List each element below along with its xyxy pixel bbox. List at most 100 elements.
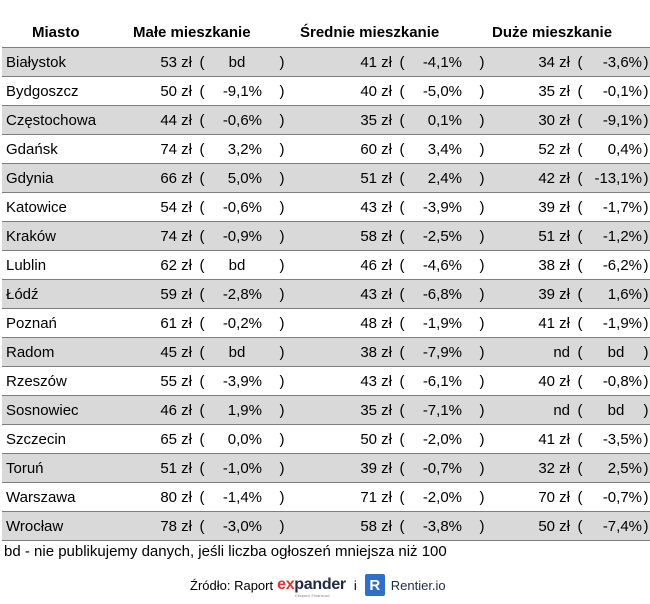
cell-large-paren-close: ) xyxy=(642,221,650,251)
cell-small-paren-open: ( xyxy=(192,76,212,106)
cell-city: Poznań xyxy=(2,308,126,338)
cell-medium-paren-open: ( xyxy=(392,482,412,512)
cell-small-price: 50 zł xyxy=(126,76,192,106)
cell-small-paren-close: ) xyxy=(262,308,302,338)
cell-small-price: 74 zł xyxy=(126,134,192,164)
table-row: Wrocław 78 zł(-3,0%) 58 zł(-3,8%) 50 zł(-7,… xyxy=(2,511,650,541)
table-row: Poznań 61 zł(-0,2%) 48 zł(-1,9%) 41 zł(-1,9… xyxy=(2,308,650,338)
cell-small-change: bd xyxy=(212,337,262,367)
cell-small-change: 1,9% xyxy=(212,395,262,425)
cell-medium-change: -3,8% xyxy=(412,511,462,541)
cell-medium-change: -0,7% xyxy=(412,453,462,483)
cell-small-paren-open: ( xyxy=(192,395,212,425)
cell-small-paren-close: ) xyxy=(262,250,302,280)
cell-small-paren-open: ( xyxy=(192,105,212,135)
cell-small-price: 74 zł xyxy=(126,221,192,251)
rentier-logo-icon: R xyxy=(364,574,385,596)
cell-medium-paren-open: ( xyxy=(392,105,412,135)
cell-city: Białystok xyxy=(2,47,126,77)
cell-large-price: 32 zł xyxy=(502,453,570,483)
cell-medium-price: 41 zł xyxy=(302,47,392,77)
table-row: Sosnowiec 46 zł(1,9%) 35 zł(-7,1%) nd(bd) xyxy=(2,395,650,425)
table-row: Lublin 62 zł(bd) 46 zł(-4,6%) 38 zł(-6,2%) xyxy=(2,250,650,280)
cell-medium-paren-open: ( xyxy=(392,395,412,425)
cell-medium-change: -6,1% xyxy=(412,366,462,396)
header-city: Miasto xyxy=(32,24,80,41)
cell-small-price: 54 zł xyxy=(126,192,192,222)
cell-large-paren-open: ( xyxy=(570,453,590,483)
cell-medium-paren-close: ) xyxy=(462,134,502,164)
expander-logo-rest: pander xyxy=(294,576,346,593)
cell-medium-change: -2,5% xyxy=(412,221,462,251)
cell-small-price: 78 zł xyxy=(126,511,192,541)
cell-medium-change: -1,9% xyxy=(412,308,462,338)
cell-large-paren-open: ( xyxy=(570,134,590,164)
footnote: bd - nie publikujemy danych, jeśli liczb… xyxy=(4,543,447,560)
cell-medium-paren-close: ) xyxy=(462,279,502,309)
cell-large-paren-open: ( xyxy=(570,47,590,77)
cell-small-price: 53 zł xyxy=(126,47,192,77)
cell-city: Gdańsk xyxy=(2,134,126,164)
cell-large-price: 39 zł xyxy=(502,279,570,309)
cell-medium-change: -2,0% xyxy=(412,482,462,512)
cell-large-paren-close: ) xyxy=(642,366,650,396)
cell-medium-change: -7,9% xyxy=(412,337,462,367)
cell-medium-paren-open: ( xyxy=(392,163,412,193)
cell-medium-paren-open: ( xyxy=(392,279,412,309)
cell-medium-price: 40 zł xyxy=(302,76,392,106)
cell-city: Lublin xyxy=(2,250,126,280)
cell-large-paren-open: ( xyxy=(570,221,590,251)
cell-small-price: 66 zł xyxy=(126,163,192,193)
table-row: Szczecin 65 zł(0,0%) 50 zł(-2,0%) 41 zł(-3,… xyxy=(2,424,650,454)
cell-medium-paren-close: ) xyxy=(462,308,502,338)
cell-small-price: 51 zł xyxy=(126,453,192,483)
cell-large-change: -3,6% xyxy=(590,47,642,77)
cell-small-change: 5,0% xyxy=(212,163,262,193)
cell-small-paren-open: ( xyxy=(192,250,212,280)
cell-large-paren-close: ) xyxy=(642,511,650,541)
cell-medium-paren-close: ) xyxy=(462,482,502,512)
cell-small-paren-open: ( xyxy=(192,47,212,77)
cell-small-paren-close: ) xyxy=(262,134,302,164)
cell-medium-price: 58 zł xyxy=(302,221,392,251)
cell-large-change: -13,1% xyxy=(590,163,642,193)
cell-large-change: -0,1% xyxy=(590,76,642,106)
table-row: Łódź 59 zł(-2,8%) 43 zł(-6,8%) 39 zł(1,6%) xyxy=(2,279,650,309)
cell-small-paren-open: ( xyxy=(192,511,212,541)
cell-small-paren-open: ( xyxy=(192,453,212,483)
cell-medium-price: 43 zł xyxy=(302,366,392,396)
cell-small-price: 46 zł xyxy=(126,395,192,425)
cell-large-paren-close: ) xyxy=(642,279,650,309)
cell-small-change: -1,4% xyxy=(212,482,262,512)
cell-small-change: 3,2% xyxy=(212,134,262,164)
cell-large-paren-open: ( xyxy=(570,76,590,106)
cell-small-paren-open: ( xyxy=(192,337,212,367)
cell-medium-price: 48 zł xyxy=(302,308,392,338)
cell-large-paren-close: ) xyxy=(642,453,650,483)
cell-small-paren-open: ( xyxy=(192,366,212,396)
expander-logo-ex: ex xyxy=(277,576,295,593)
cell-large-change: bd xyxy=(590,337,642,367)
cell-medium-paren-close: ) xyxy=(462,250,502,280)
cell-medium-change: -6,8% xyxy=(412,279,462,309)
cell-small-change: 0,0% xyxy=(212,424,262,454)
cell-medium-price: 39 zł xyxy=(302,453,392,483)
cell-city: Sosnowiec xyxy=(2,395,126,425)
cell-large-paren-open: ( xyxy=(570,337,590,367)
cell-small-paren-open: ( xyxy=(192,163,212,193)
cell-large-paren-close: ) xyxy=(642,482,650,512)
cell-large-price: 35 zł xyxy=(502,76,570,106)
cell-city: Częstochowa xyxy=(2,105,126,135)
cell-large-price: 70 zł xyxy=(502,482,570,512)
cell-small-paren-open: ( xyxy=(192,482,212,512)
cell-large-paren-close: ) xyxy=(642,105,650,135)
cell-small-paren-close: ) xyxy=(262,192,302,222)
cell-medium-price: 43 zł xyxy=(302,192,392,222)
cell-small-change: -3,0% xyxy=(212,511,262,541)
cell-large-price: 52 zł xyxy=(502,134,570,164)
table-row: Kraków 74 zł(-0,9%) 58 zł(-2,5%) 51 zł(-1,2… xyxy=(2,221,650,251)
cell-small-change: -1,0% xyxy=(212,453,262,483)
cell-large-price: 41 zł xyxy=(502,424,570,454)
cell-medium-price: 43 zł xyxy=(302,279,392,309)
